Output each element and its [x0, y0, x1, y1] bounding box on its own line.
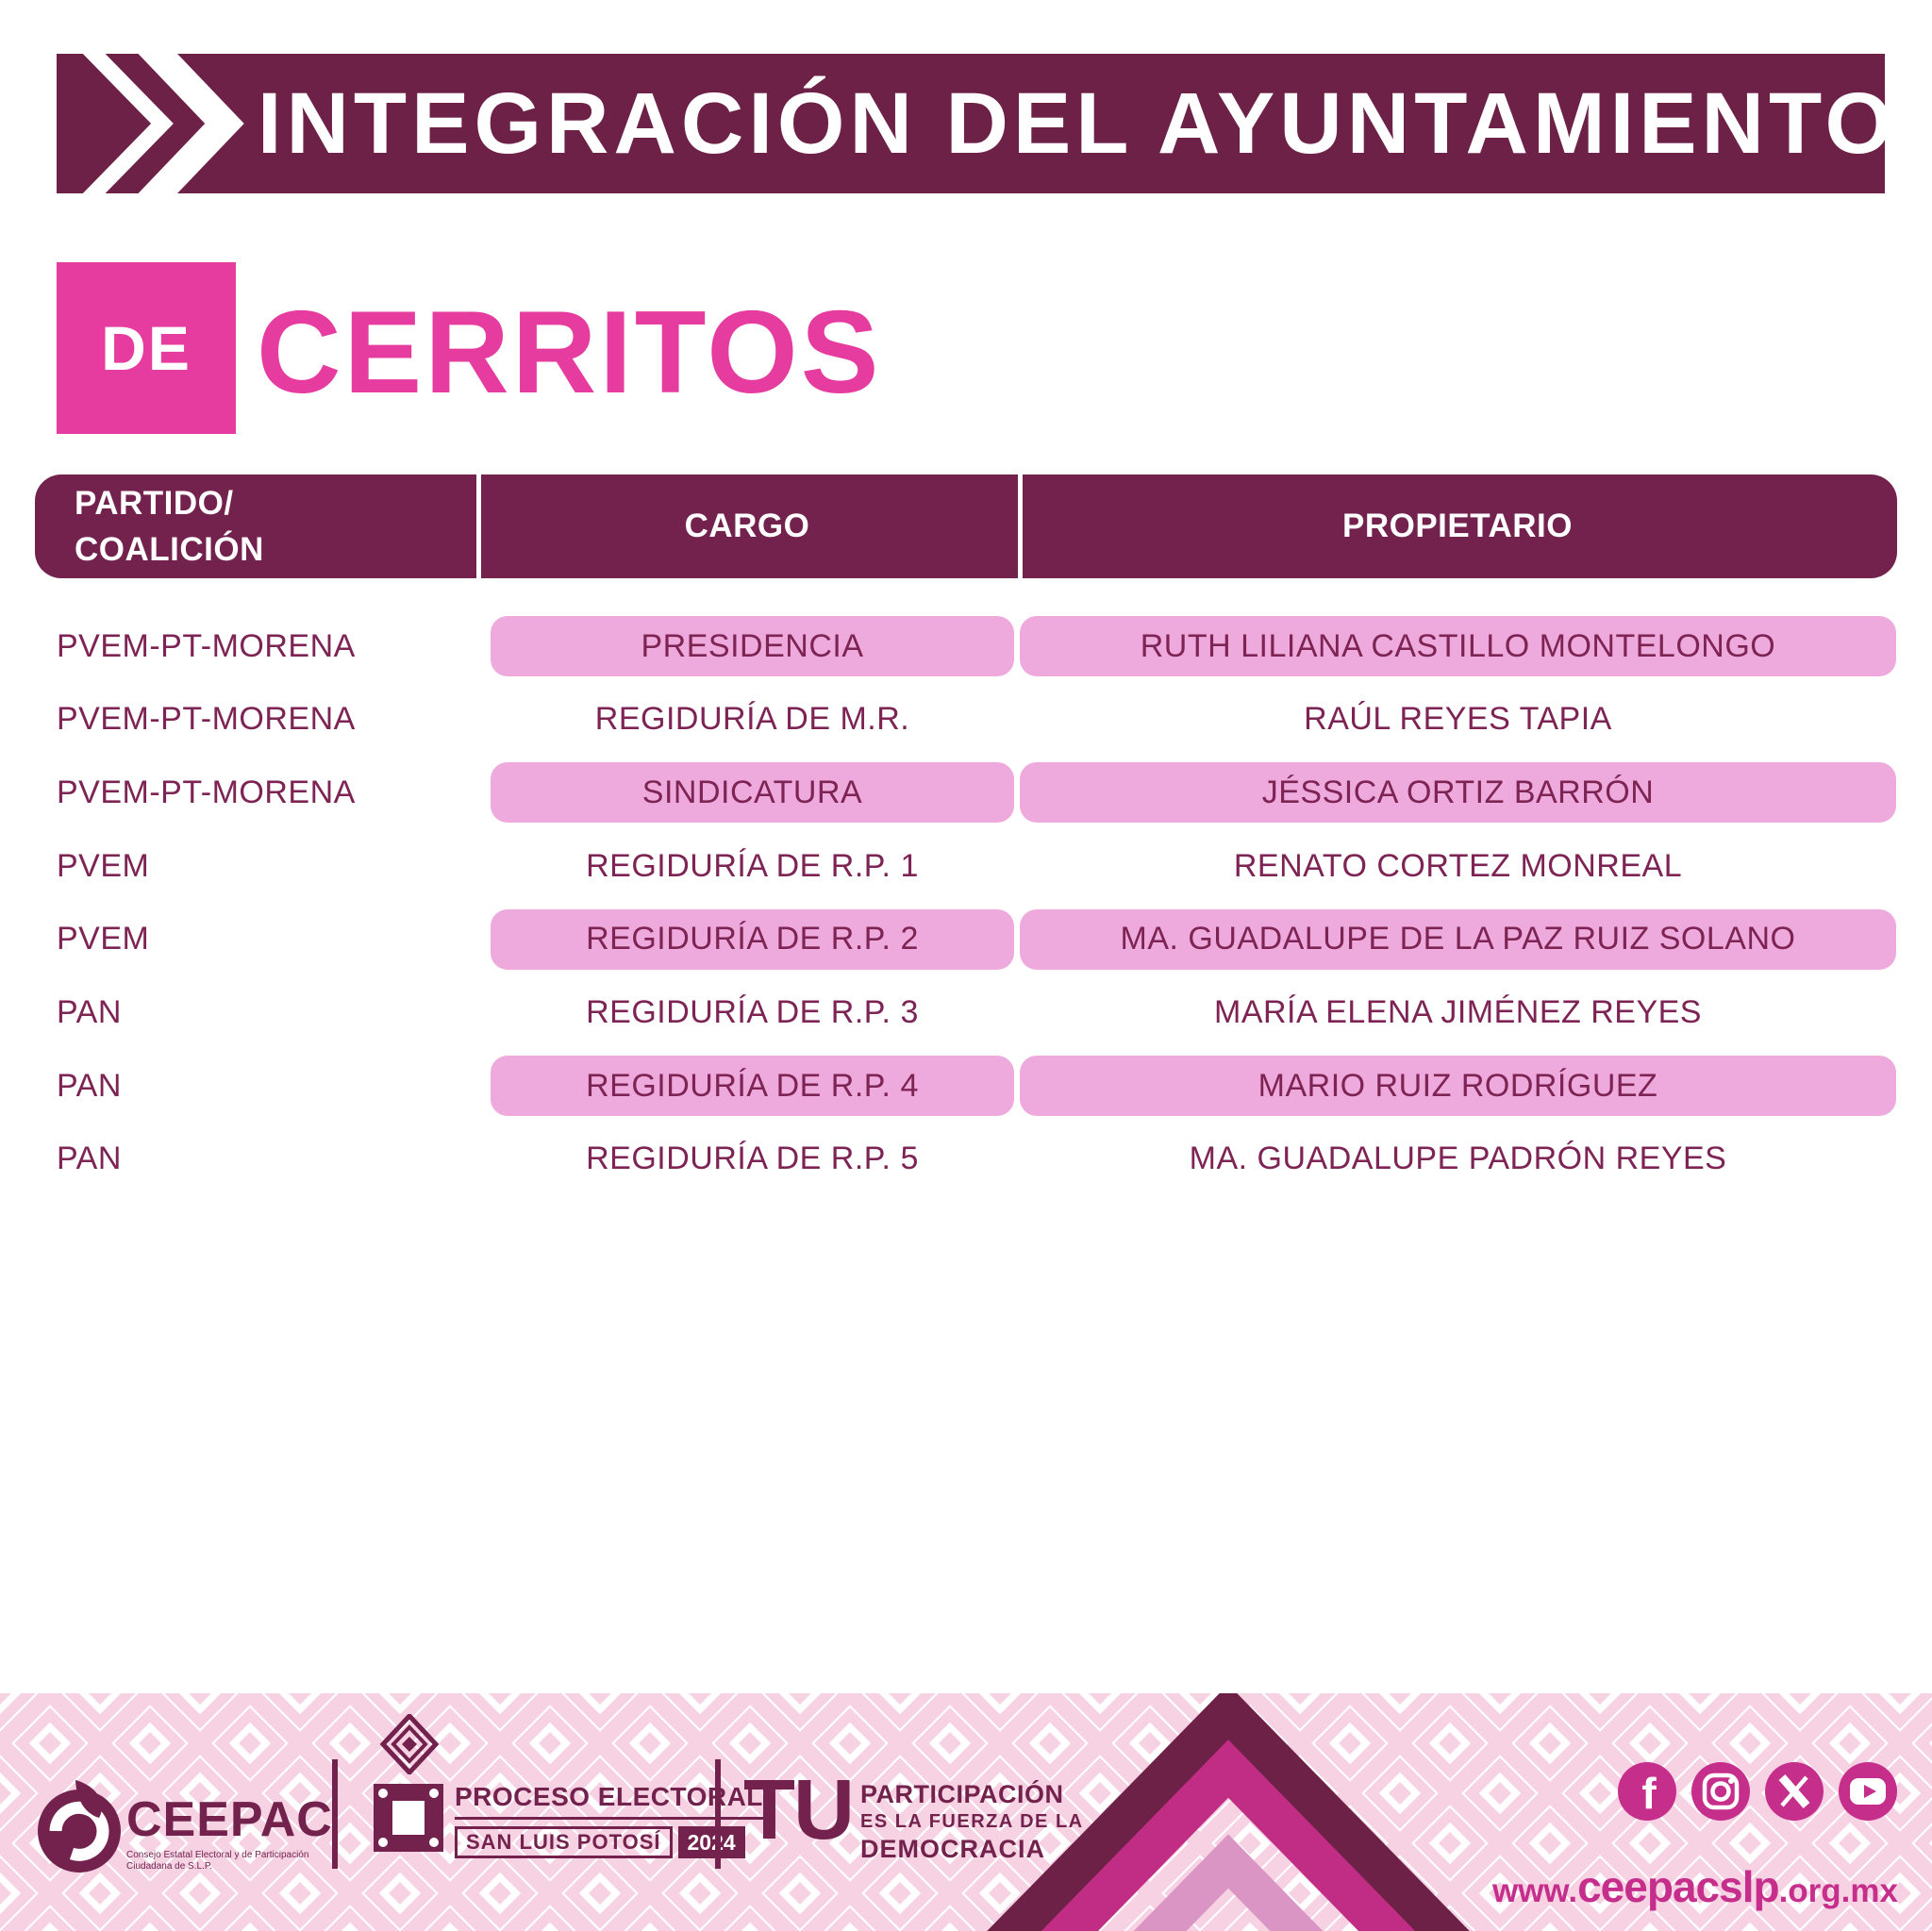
- slogan-line1: PARTICIPACIÓN: [859, 1780, 1064, 1808]
- ballot-box-icon: [374, 1784, 443, 1852]
- ceepac-logo-icon: [38, 1780, 121, 1873]
- x-twitter-icon[interactable]: [1764, 1761, 1824, 1822]
- propietario-cell: RENATO CORTEZ MONREAL: [1233, 847, 1683, 884]
- column-header-line1: PARTIDO/: [75, 485, 234, 522]
- facebook-icon[interactable]: f: [1617, 1761, 1677, 1822]
- slogan-block: TU PARTICIPACIÓN ES LA FUERZA DE LA DEMO…: [743, 1763, 1084, 1864]
- subtitle-de-label: DE: [101, 313, 192, 383]
- column-header-propietario: PROPIETARIO: [1341, 508, 1574, 544]
- table-row: PVEM REGIDURÍA DE R.P. 1 RENATO CORTEZ MON…: [35, 829, 1897, 903]
- table-row: PVEM-PT-MORENA PRESIDENCIA RUTH LILIANA CA…: [35, 609, 1897, 683]
- footer-pattern-background: [0, 1693, 1932, 1931]
- table-row: PVEM-PT-MORENA SINDICATURA JÉSSICA ORTIZ B…: [35, 756, 1897, 829]
- social-icons-row: f: [1617, 1761, 1898, 1822]
- party-cell: PAN: [57, 1067, 122, 1104]
- url-suffix: .org.mx: [1778, 1873, 1898, 1909]
- header-divider-2: [1018, 474, 1023, 578]
- table-header: PARTIDO/ COALICIÓN CARGO PROPIETARIO: [35, 474, 1897, 578]
- youtube-icon[interactable]: [1838, 1761, 1898, 1822]
- propietario-cell: RUTH LILIANA CASTILLO MONTELONGO: [1020, 616, 1896, 676]
- ceepac-wordmark: CEEPAC: [126, 1792, 333, 1847]
- footer: CEEPAC Consejo Estatal Electoral y de Pa…: [0, 1693, 1932, 1931]
- party-cell: PVEM-PT-MORENA: [57, 701, 356, 738]
- cargo-cell: REGIDURÍA DE R.P. 3: [586, 994, 919, 1030]
- propietario-cell: MA. GUADALUPE DE LA PAZ RUIZ SOLANO: [1020, 908, 1896, 970]
- propietario-cell: MARÍA ELENA JIMÉNEZ REYES: [1214, 994, 1702, 1030]
- slogan-line2: ES LA FUERZA DE LA: [859, 1811, 1084, 1832]
- party-cell: PVEM-PT-MORENA: [57, 774, 356, 810]
- column-header-partido-coalicion: PARTIDO/ COALICIÓN: [75, 474, 264, 578]
- party-cell: PVEM: [57, 847, 150, 884]
- proceso-electoral-badge: PROCESO ELECTORAL SAN LUIS POTOSÍ 2024: [455, 1782, 763, 1858]
- cargo-cell: PRESIDENCIA: [491, 616, 1014, 676]
- propietario-cell: MA. GUADALUPE PADRÓN REYES: [1189, 1140, 1727, 1177]
- table-body: PVEM-PT-MORENA PRESIDENCIA RUTH LILIANA CA…: [35, 609, 1897, 1213]
- column-header-line2: COALICIÓN: [75, 531, 264, 568]
- propietario-cell: MARIO RUIZ RODRÍGUEZ: [1020, 1056, 1896, 1117]
- proceso-electoral-label: PROCESO ELECTORAL: [455, 1782, 763, 1820]
- san-luis-potosi-label: SAN LUIS POTOSÍ: [455, 1826, 673, 1858]
- double-chevron-icon: [82, 54, 244, 193]
- subtitle-de-box: DE: [57, 262, 236, 434]
- slogan-line3: DEMOCRACIA: [859, 1835, 1045, 1863]
- url-prefix: www.: [1491, 1873, 1578, 1909]
- table-row: PAN REGIDURÍA DE R.P. 3 MARÍA ELENA JIMÉNE…: [35, 976, 1897, 1050]
- table-row: PVEM REGIDURÍA DE R.P. 2 MA. GUADALUPE DE …: [35, 903, 1897, 976]
- cargo-cell: REGIDURÍA DE M.R.: [594, 701, 910, 738]
- website-url[interactable]: www.ceepacslp.org.mx: [1492, 1861, 1898, 1912]
- year-badge: 2024: [677, 1826, 745, 1858]
- mountain-chevrons-graphic: [987, 1693, 1470, 1931]
- table-row: PVEM-PT-MORENA REGIDURÍA DE M.R. RAÚL REYE…: [35, 683, 1897, 757]
- url-domain: ceepacslp: [1577, 1862, 1779, 1911]
- cargo-cell: SINDICATURA: [491, 762, 1014, 824]
- column-header-cargo: CARGO: [684, 508, 810, 544]
- propietario-cell: RAÚL REYES TAPIA: [1304, 701, 1612, 738]
- header-divider-1: [476, 474, 481, 578]
- party-cell: PVEM: [57, 921, 150, 957]
- table-row: PAN REGIDURÍA DE R.P. 4 MARIO RUIZ RODRÍGU…: [35, 1049, 1897, 1123]
- party-cell: PVEM-PT-MORENA: [57, 627, 356, 664]
- propietario-cell: JÉSSICA ORTIZ BARRÓN: [1020, 762, 1896, 824]
- page-title: INTEGRACIÓN DEL AYUNTAMIENTO: [257, 75, 1885, 172]
- slogan-tu: TU: [743, 1763, 855, 1857]
- ceepac-tagline: Consejo Estatal Electoral y de Participa…: [126, 1850, 309, 1872]
- cargo-cell: REGIDURÍA DE R.P. 1: [586, 847, 919, 884]
- municipality-title: CERRITOS: [257, 288, 882, 418]
- header-banner: INTEGRACIÓN DEL AYUNTAMIENTO: [57, 54, 1885, 193]
- footer-divider-2: [715, 1759, 721, 1869]
- diamond-logo-icon: [379, 1714, 440, 1774]
- table-row: PAN REGIDURÍA DE R.P. 5 MA. GUADALUPE PADR…: [35, 1123, 1897, 1196]
- cargo-cell: REGIDURÍA DE R.P. 5: [586, 1140, 919, 1177]
- party-cell: PAN: [57, 994, 122, 1030]
- cargo-cell: REGIDURÍA DE R.P. 4: [491, 1056, 1014, 1117]
- svg-text:f: f: [1641, 1769, 1657, 1818]
- cargo-cell: REGIDURÍA DE R.P. 2: [491, 908, 1014, 970]
- footer-divider-1: [332, 1759, 338, 1869]
- instagram-icon[interactable]: [1690, 1761, 1751, 1822]
- party-cell: PAN: [57, 1140, 122, 1177]
